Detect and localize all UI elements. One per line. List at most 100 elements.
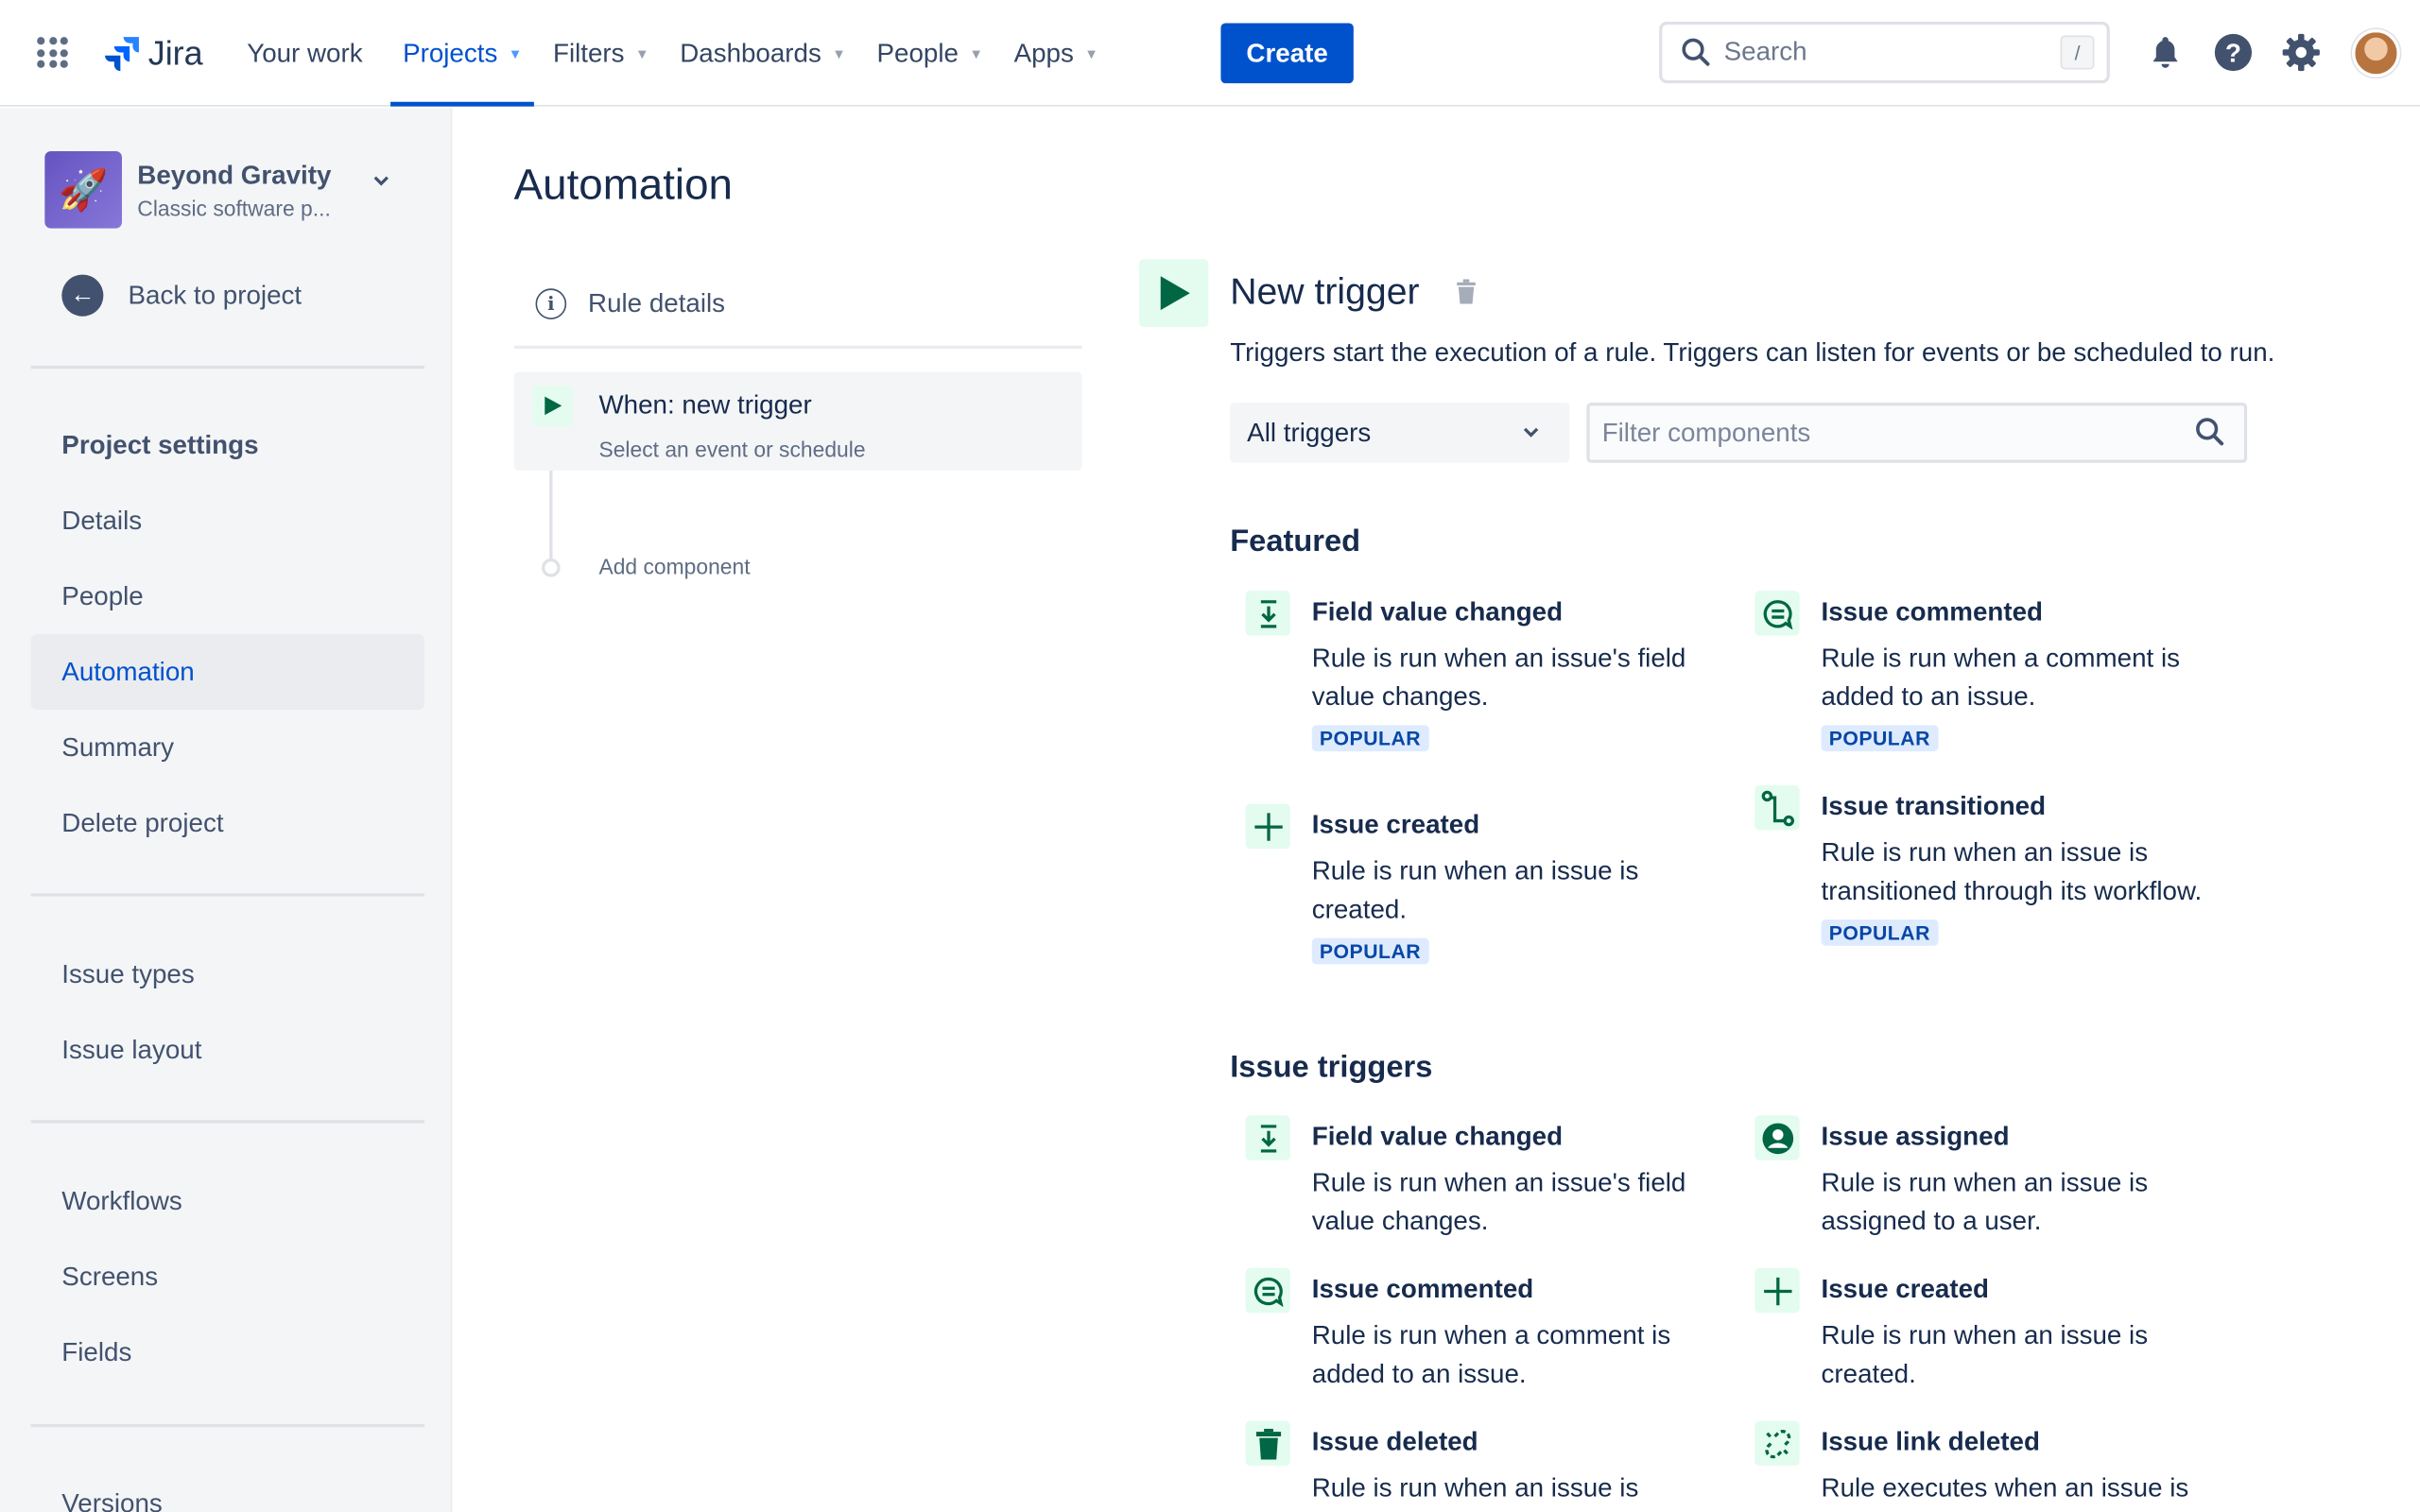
- comment-icon: [1754, 591, 1800, 636]
- comment-icon: [1245, 1268, 1290, 1314]
- trigger-card-field-value-changed[interactable]: Field value changed Rule is run when an …: [1245, 591, 1775, 753]
- trash-icon[interactable]: [1456, 279, 1478, 312]
- search-icon: [2195, 417, 2226, 455]
- project-header[interactable]: 🚀 Beyond Gravity Classic software p...: [44, 150, 332, 229]
- field-changed-icon: [1245, 1115, 1290, 1160]
- search-shortcut: /: [2060, 35, 2095, 70]
- sidebar-item-issue-layout[interactable]: Issue layout: [61, 1034, 202, 1064]
- project-name: Beyond Gravity: [137, 159, 332, 189]
- sidebar-item-people[interactable]: People: [61, 580, 144, 610]
- sidebar-item-workflows[interactable]: Workflows: [61, 1185, 182, 1215]
- notifications-icon[interactable]: [2144, 31, 2187, 75]
- info-icon: i: [535, 288, 567, 319]
- trigger-card-field-value-changed[interactable]: Field value changed Rule is run when an …: [1245, 1115, 1775, 1240]
- top-navigation: Jira Your work Projects ▼ Filters ▼ Dashboard…: [0, 0, 2420, 107]
- card-title: Issue commented: [1311, 1274, 1534, 1304]
- card-description: Rule is run when an issue is created.: [1821, 1320, 2149, 1388]
- search-input[interactable]: Search /: [1659, 21, 2110, 84]
- project-sidebar: 🚀 Beyond Gravity Classic software p... ←…: [0, 108, 453, 1512]
- project-avatar-rocket-icon: 🚀: [44, 150, 122, 229]
- sidebar-item-automation[interactable]: Automation: [30, 634, 424, 711]
- field-changed-icon: [1245, 591, 1290, 636]
- sidebar-divider: [30, 1423, 424, 1428]
- app-switcher-icon[interactable]: [37, 37, 68, 68]
- project-type: Classic software p...: [137, 195, 331, 220]
- search-placeholder: Search: [1723, 37, 1807, 67]
- card-description: Rule is run when an issue is created.: [1311, 856, 1639, 924]
- card-description: Rule executes when an issue is: [1821, 1473, 2189, 1503]
- trigger-card-issue-assigned[interactable]: Issue assigned Rule is run when an issue…: [1754, 1115, 2285, 1240]
- primary-nav: Your work Projects ▼ Filters ▼ Dashboards ▼ Peo…: [232, 0, 1114, 107]
- card-description: Rule is run when an issue is: [1311, 1473, 1639, 1503]
- trigger-title: New trigger: [1230, 271, 1420, 314]
- card-description: Rule is run when a comment is added to a…: [1311, 1320, 1671, 1388]
- trigger-card-issue-created[interactable]: Issue created Rule is run when an issue …: [1245, 803, 1775, 966]
- user-avatar[interactable]: [2352, 29, 2400, 77]
- card-title: Issue link deleted: [1821, 1427, 2040, 1457]
- filter-components-input[interactable]: [1586, 403, 2248, 463]
- nav-apps[interactable]: Apps ▼: [998, 0, 1114, 107]
- create-button[interactable]: Create: [1220, 23, 1354, 84]
- trigger-card-issue-created[interactable]: Issue created Rule is run when an issue …: [1754, 1268, 2285, 1393]
- back-label: Back to project: [128, 280, 302, 310]
- chevron-down-icon: [1520, 420, 1542, 451]
- nav-filters[interactable]: Filters ▼: [538, 0, 665, 107]
- trigger-card-issue-link-deleted[interactable]: Issue link deleted Rule executes when an…: [1754, 1420, 2285, 1508]
- card-description: Rule is run when an issue is transitione…: [1821, 837, 2203, 905]
- help-icon[interactable]: ?: [2212, 31, 2256, 75]
- sidebar-item-details[interactable]: Details: [61, 505, 143, 535]
- trigger-card-issue-commented[interactable]: Issue commented Rule is run when a comme…: [1245, 1268, 1775, 1393]
- popular-badge: POPULAR: [1821, 725, 1939, 752]
- chevron-down-icon[interactable]: [371, 170, 392, 197]
- nav-people[interactable]: People ▼: [861, 0, 998, 107]
- card-title: Field value changed: [1311, 1121, 1564, 1151]
- sidebar-item-versions[interactable]: Versions: [61, 1487, 163, 1512]
- caret-down-icon: ▼: [508, 45, 523, 61]
- card-title: Issue created: [1311, 810, 1480, 840]
- sidebar-item-issue-types[interactable]: Issue types: [61, 958, 195, 988]
- trigger-card-issue-commented[interactable]: Issue commented Rule is run when a comme…: [1754, 591, 2285, 753]
- nav-label: Your work: [247, 37, 363, 68]
- trigger-step-subtitle: Select an event or schedule: [598, 437, 866, 462]
- sidebar-item-delete-project[interactable]: Delete project: [61, 807, 224, 837]
- card-title: Issue commented: [1821, 596, 2043, 627]
- page-title: Automation: [513, 160, 733, 209]
- nav-your-work[interactable]: Your work: [232, 0, 378, 107]
- sidebar-item-summary[interactable]: Summary: [61, 731, 175, 762]
- link-deleted-icon: [1754, 1420, 1800, 1467]
- trigger-step[interactable]: When: new trigger Select an event or sch…: [513, 371, 1082, 471]
- popular-badge: POPULAR: [1311, 937, 1429, 965]
- search-icon: [1682, 38, 1710, 66]
- popular-badge: POPULAR: [1311, 725, 1429, 752]
- card-title: Issue deleted: [1311, 1427, 1478, 1457]
- back-to-project-link[interactable]: ← Back to project: [61, 274, 302, 317]
- svg-text:?: ?: [2225, 38, 2241, 67]
- caret-down-icon: ▼: [832, 45, 846, 61]
- add-component-link[interactable]: Add component: [598, 554, 751, 579]
- trigger-card-issue-deleted[interactable]: Issue deleted Rule is run when an issue …: [1245, 1420, 1775, 1508]
- trigger-card-issue-transitioned[interactable]: Issue transitioned Rule is run when an i…: [1754, 785, 2285, 948]
- logo-text: Jira: [147, 33, 203, 73]
- trigger-type-select[interactable]: All triggers: [1230, 403, 1570, 463]
- rule-details-link[interactable]: i Rule details: [513, 263, 1082, 349]
- sidebar-item-screens[interactable]: Screens: [61, 1261, 159, 1291]
- sidebar-item-fields[interactable]: Fields: [61, 1336, 132, 1366]
- sidebar-divider: [30, 1120, 424, 1124]
- nav-dashboards[interactable]: Dashboards ▼: [665, 0, 861, 107]
- card-title: Issue created: [1821, 1274, 1989, 1304]
- user-icon: [1754, 1115, 1800, 1160]
- nav-label: Apps: [1013, 37, 1074, 68]
- nav-label: Filters: [552, 37, 625, 68]
- card-title: Issue transitioned: [1821, 791, 2047, 821]
- nav-projects[interactable]: Projects ▼: [388, 0, 538, 107]
- plus-icon: [1245, 803, 1290, 849]
- featured-heading: Featured: [1230, 524, 1361, 559]
- settings-gear-icon[interactable]: [2279, 31, 2323, 75]
- card-title: Field value changed: [1311, 596, 1564, 627]
- caret-down-icon: ▼: [634, 45, 649, 61]
- jira-logo[interactable]: Jira: [105, 34, 203, 74]
- transition-icon: [1754, 785, 1800, 831]
- arrow-left-icon: ←: [61, 274, 104, 317]
- jira-mark-icon: [105, 37, 139, 72]
- sidebar-item-project-settings: Project settings: [61, 429, 259, 459]
